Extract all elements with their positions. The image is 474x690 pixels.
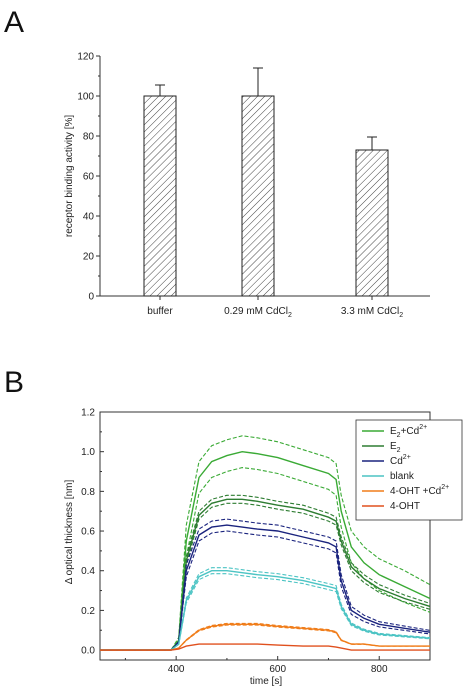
x-tick-label: 600	[269, 664, 286, 675]
panel-b-plot-frame	[99, 411, 431, 661]
y-tick-label: 0	[88, 292, 94, 303]
series-upper-dashed	[100, 567, 431, 651]
series-lower-dashed	[100, 502, 431, 651]
y-tick-label: 20	[83, 252, 95, 263]
series-line	[100, 498, 431, 651]
y-tick-label: 120	[77, 52, 94, 63]
panel-b-series	[100, 435, 431, 651]
category-label-33mm: 3.3 mM CdCl2	[341, 306, 403, 319]
bar	[355, 149, 389, 297]
y-tick-label: 0.4	[81, 566, 95, 577]
panel-a-category-labels: buffer 0.29 mM CdCl2 3.3 mM CdCl2	[147, 306, 403, 319]
panel-a-label: A	[4, 6, 24, 39]
series-line	[100, 623, 430, 651]
series-upper-dashed	[100, 435, 431, 651]
legend-box	[355, 419, 463, 521]
bar	[143, 95, 177, 297]
legend-label: Cd2+	[390, 454, 411, 467]
panel-b-label: B	[4, 366, 24, 399]
legend-label: 4-OHT	[390, 501, 420, 512]
panel-a-y-axis-label: receptor binding activity [%]	[64, 115, 75, 238]
panel-b: B Δ optical thickness [nm] time [s] 0.00…	[4, 366, 463, 687]
category-label-buffer: buffer	[147, 306, 173, 317]
panel-b-y-axis-label: Δ optical thickness [nm]	[64, 480, 75, 585]
panel-a-bars	[143, 67, 389, 297]
y-tick-label: 0.2	[81, 606, 95, 617]
y-tick-label: 80	[83, 132, 95, 143]
series-lower-dashed	[100, 530, 431, 651]
legend-label: E2+Cd2+	[390, 424, 427, 439]
y-tick-label: 1.2	[81, 408, 95, 419]
legend-label: blank	[390, 471, 415, 482]
panel-b-axes: 0.0 0.2 0.4 0.6 0.8 1.0 1.2 400 600 800	[81, 408, 431, 675]
series-lower-dashed	[100, 467, 431, 651]
y-tick-label: 60	[83, 172, 95, 183]
y-tick-label: 100	[77, 92, 94, 103]
bar	[241, 95, 275, 297]
series-line	[100, 643, 430, 651]
y-tick-label: 40	[83, 212, 95, 223]
series-line	[100, 524, 431, 651]
y-tick-label: 0.6	[81, 527, 95, 538]
x-tick-label: 800	[371, 664, 388, 675]
x-tick-label: 400	[168, 664, 185, 675]
panel-b-x-axis-label: time [s]	[250, 676, 282, 687]
legend-label: E2	[390, 441, 401, 454]
series-line	[100, 570, 431, 651]
category-label-029mm: 0.29 mM CdCl2	[224, 306, 292, 319]
y-tick-label: 0.8	[81, 487, 95, 498]
panel-a: A receptor binding activity [%] 0 20 40 60 8…	[4, 6, 430, 319]
y-tick-label: 0.0	[81, 646, 95, 657]
series-line	[100, 450, 431, 651]
series-upper-dashed	[100, 518, 431, 651]
y-tick-label: 1.0	[81, 447, 95, 458]
legend-label: 4-OHT +Cd2+	[390, 484, 449, 497]
